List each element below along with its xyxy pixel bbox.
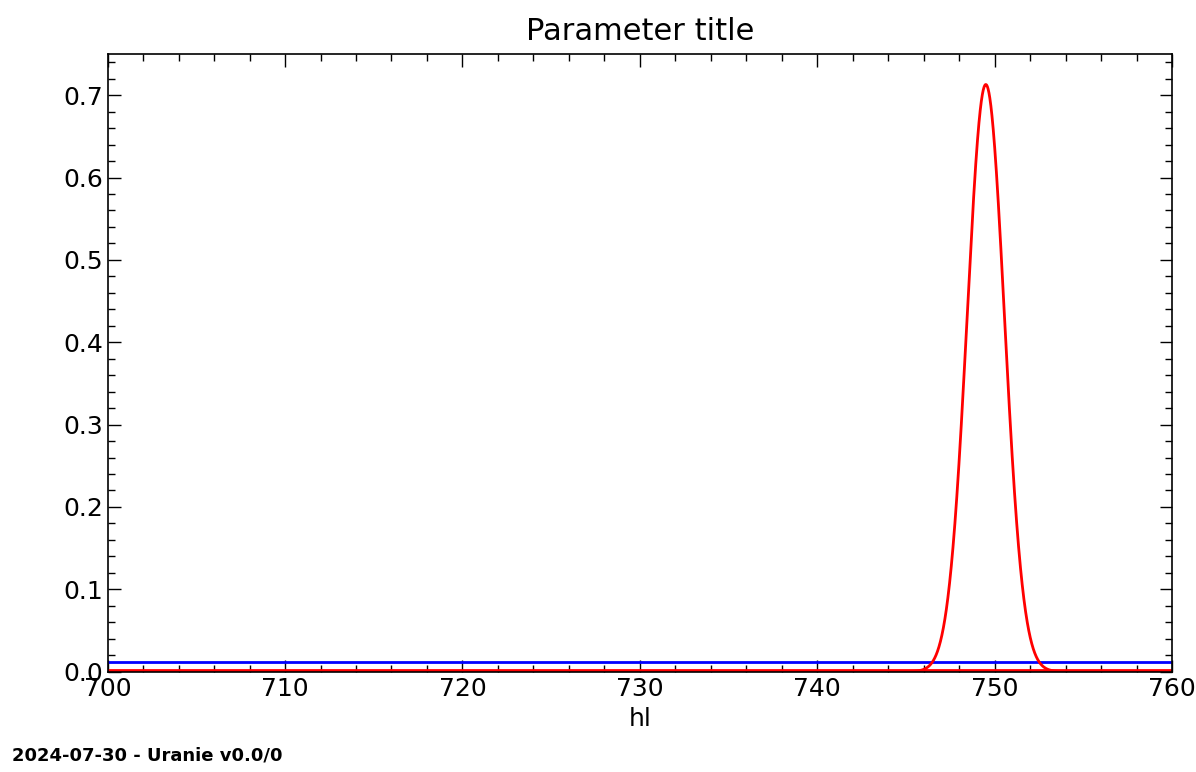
Title: Parameter title: Parameter title xyxy=(526,17,753,46)
Text: 2024-07-30 - Uranie v0.0/0: 2024-07-30 - Uranie v0.0/0 xyxy=(12,747,282,764)
X-axis label: hl: hl xyxy=(628,707,652,731)
